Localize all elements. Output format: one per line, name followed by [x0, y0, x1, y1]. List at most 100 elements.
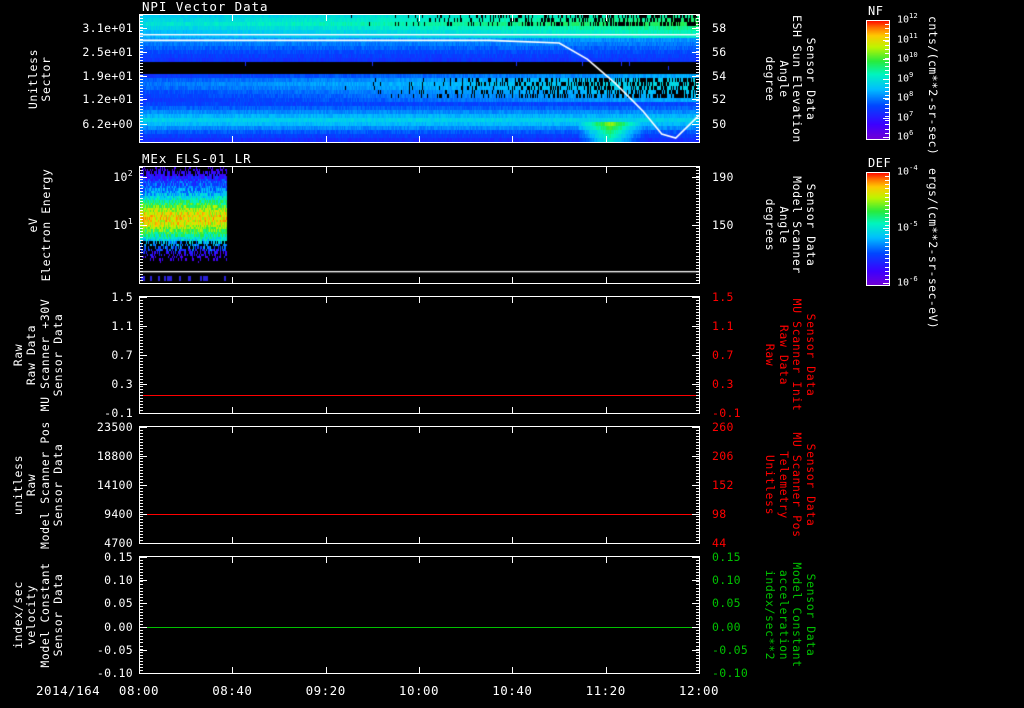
axis-title-left: eV [25, 217, 40, 233]
y-axis-label-left: -0.05 [96, 642, 133, 657]
y-tick-minor [139, 94, 143, 95]
y-tick-minor [139, 297, 143, 298]
y-tick-minor [696, 228, 700, 229]
colorbar-tick-minor [885, 246, 889, 247]
y-tick-minor [139, 603, 143, 604]
x-axis-tick-label: 12:00 [678, 683, 720, 698]
y-tick-minor [139, 389, 143, 390]
y-tick-minor [139, 109, 143, 110]
colorbar-tick-minor [885, 238, 889, 239]
y-tick-minor [139, 482, 143, 483]
y-tick-minor [696, 578, 700, 579]
y-tick-minor [696, 367, 700, 368]
panel-title: NPI Vector Data [142, 0, 269, 14]
y-tick-minor [696, 79, 700, 80]
panel-frame [139, 296, 700, 414]
y-tick-minor [139, 271, 143, 272]
x-tick-major [419, 537, 420, 544]
y-tick-major [692, 28, 700, 29]
y-tick-minor [139, 306, 143, 307]
y-tick-minor [139, 274, 143, 275]
y-tick-minor [139, 624, 143, 625]
x-tick-major [419, 426, 420, 433]
y-tick-minor [696, 358, 700, 359]
y-tick-minor [139, 42, 143, 43]
x-axis-tick-label: 11:20 [585, 683, 626, 698]
y-tick-minor [139, 370, 143, 371]
y-tick-minor [139, 537, 143, 538]
colorbar-tick-label: 10-6 [897, 274, 918, 289]
colorbar-tick-mark [883, 98, 890, 99]
y-axis-label-left: 6.2e+00 [82, 116, 133, 131]
y-tick-minor [696, 485, 700, 486]
y-tick-minor [696, 246, 700, 247]
colorbar-label: DEF [868, 156, 892, 170]
y-tick-minor [139, 503, 143, 504]
x-tick-major [606, 277, 607, 284]
y-tick-minor [696, 176, 700, 177]
y-tick-minor [696, 106, 700, 107]
y-tick-minor [139, 194, 143, 195]
y-tick-major [139, 514, 147, 515]
y-axis-label-right: -0.05 [712, 642, 749, 657]
axis-title-left: MU Scanner +30V [37, 298, 52, 412]
y-tick-minor [139, 79, 143, 80]
y-tick-minor [696, 283, 700, 284]
y-tick-minor [696, 603, 700, 604]
x-axis-tick-label: 08:00 [118, 683, 160, 698]
y-tick-minor [696, 207, 700, 208]
data-trace-mu-scanner-30v-raw [140, 395, 699, 396]
axis-title-right: index/sec**2 [763, 569, 777, 661]
colorbar-tick-minor [885, 213, 889, 214]
x-tick-major [419, 277, 420, 284]
y-tick-minor [139, 670, 143, 671]
y-tick-minor [139, 15, 143, 16]
y-tick-minor [696, 491, 700, 492]
y-tick-minor [696, 21, 700, 22]
axis-title-right: Model Scanner [790, 176, 804, 274]
y-tick-minor [139, 566, 143, 567]
y-tick-minor [696, 470, 700, 471]
y-tick-minor [139, 321, 143, 322]
y-axis-label-right: 0.10 [712, 573, 741, 588]
y-axis-label-left: 18800 [96, 449, 133, 463]
y-tick-minor [696, 557, 700, 558]
y-tick-minor [696, 36, 700, 37]
colorbar-tick-label: 107 [897, 108, 914, 123]
y-tick-minor [696, 75, 700, 76]
y-tick-major [692, 580, 700, 581]
y-tick-minor [139, 392, 143, 393]
y-tick-minor [139, 661, 143, 662]
x-tick-major [139, 556, 140, 563]
y-tick-minor [696, 124, 700, 125]
y-tick-minor [139, 464, 143, 465]
x-tick-major [419, 166, 420, 173]
y-tick-minor [139, 343, 143, 344]
y-tick-minor [139, 636, 143, 637]
y-tick-minor [696, 188, 700, 189]
y-tick-minor [696, 448, 700, 449]
y-tick-minor [139, 473, 143, 474]
y-tick-minor [696, 401, 700, 402]
x-tick-major [512, 556, 513, 563]
x-tick-major [326, 426, 327, 433]
y-tick-minor [696, 51, 700, 52]
x-tick-major [606, 426, 607, 433]
axis-title-left: Sensor Data [51, 443, 65, 527]
colorbar-tick-minor [885, 201, 889, 202]
x-tick-major [232, 277, 233, 284]
colorbar-tick-minor [885, 66, 889, 67]
panel-mu-scanner-30v-raw [139, 296, 700, 414]
y-tick-minor [696, 516, 700, 517]
y-tick-minor [696, 386, 700, 387]
y-tick-minor [139, 283, 143, 284]
y-tick-minor [139, 543, 143, 544]
y-tick-minor [139, 136, 143, 137]
y-tick-major [692, 384, 700, 385]
y-tick-minor [696, 439, 700, 440]
y-tick-minor [139, 560, 143, 561]
y-tick-minor [139, 121, 143, 122]
y-tick-minor [696, 204, 700, 205]
y-tick-minor [139, 522, 143, 523]
y-tick-minor [139, 621, 143, 622]
